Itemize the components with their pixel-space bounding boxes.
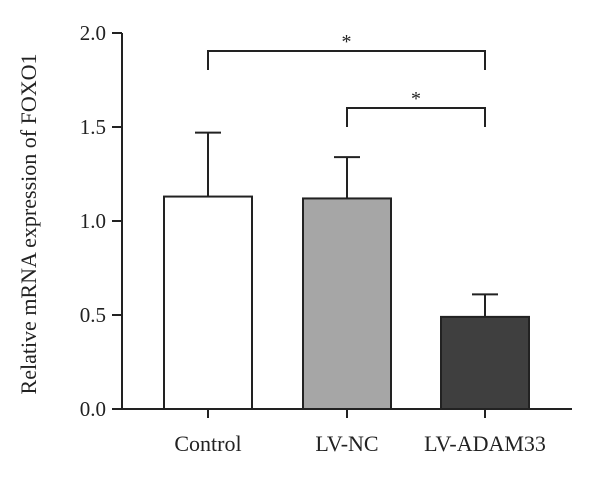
bars bbox=[163, 131, 530, 411]
y-axis-title: Relative mRNA expression of FOXO1 bbox=[16, 54, 41, 395]
bar-lv-adam33 bbox=[440, 315, 530, 411]
x-tick-label: Control bbox=[174, 431, 241, 456]
y-tick-label: 0.0 bbox=[80, 397, 106, 421]
significance-bracket bbox=[207, 50, 486, 70]
y-tick-label: 2.0 bbox=[80, 21, 106, 45]
significance-bracket bbox=[346, 107, 486, 127]
bar-control bbox=[163, 195, 253, 410]
y-axis-title-group: Relative mRNA expression of FOXO1 bbox=[16, 54, 41, 395]
y-tick-label: 0.5 bbox=[80, 303, 106, 327]
bar-lv-nc bbox=[302, 197, 392, 410]
y-axis-ticks: 0.0 0.5 1.0 1.5 2.0 bbox=[80, 21, 122, 421]
y-tick-label: 1.0 bbox=[80, 209, 106, 233]
x-tick-label: LV-ADAM33 bbox=[424, 431, 546, 456]
significance-star: * bbox=[411, 88, 421, 110]
y-tick-label: 1.5 bbox=[80, 115, 106, 139]
x-axis-ticks: Control LV-NC LV-ADAM33 bbox=[174, 409, 546, 456]
significance-star: * bbox=[342, 31, 352, 53]
x-tick-label: LV-NC bbox=[315, 431, 378, 456]
significance-annotations: ** bbox=[207, 31, 486, 127]
